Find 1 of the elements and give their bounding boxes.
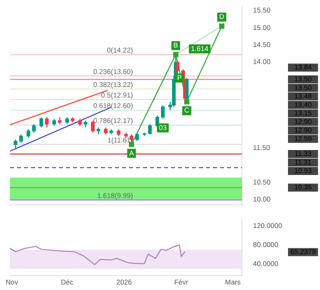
point bbox=[219, 23, 224, 29]
